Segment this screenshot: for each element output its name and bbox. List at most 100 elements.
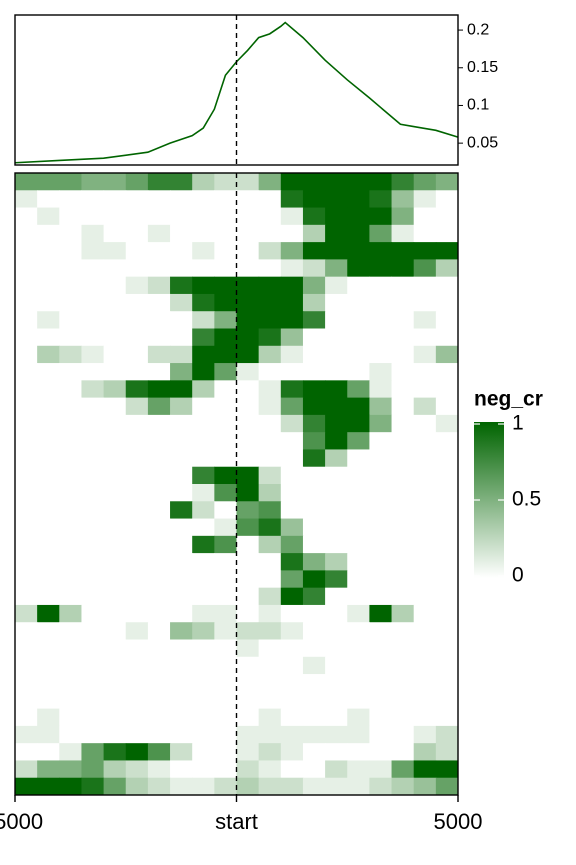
heat-cell [369, 276, 393, 295]
heat-cell [214, 622, 237, 640]
heat-cell [103, 484, 127, 502]
heat-cell [347, 622, 370, 640]
heat-cell [236, 484, 260, 502]
heat-cell [302, 535, 326, 554]
heat-cell [59, 328, 82, 347]
heat-cell [325, 535, 348, 554]
heat-cell [302, 380, 326, 399]
heat-cell [347, 518, 370, 537]
heat-cell [435, 656, 459, 675]
heat-cell [15, 639, 38, 658]
heat-cell [302, 484, 326, 502]
heat-cell [125, 207, 149, 226]
heat-cell [391, 380, 415, 399]
heat-cell [15, 207, 38, 226]
heat-cell [347, 190, 370, 209]
heat-cell [325, 224, 348, 243]
heat-cell [280, 363, 304, 381]
heat-cell [280, 587, 304, 606]
heat-cell [170, 345, 193, 364]
heat-cell [302, 553, 326, 571]
heat-cell [413, 501, 437, 520]
heat-cell [103, 466, 127, 485]
heat-cell [325, 501, 348, 520]
heat-cell [15, 293, 38, 312]
heat-cell [302, 207, 326, 226]
heat-cell [170, 380, 193, 399]
heat-cell [435, 345, 459, 364]
heat-cell [236, 328, 260, 347]
heat-cell [413, 743, 437, 761]
heat-cell [236, 397, 260, 416]
heat-cell [81, 535, 105, 554]
heat-cell [258, 259, 282, 278]
heat-cell [147, 224, 171, 243]
heat-cell [37, 432, 60, 450]
heat-cell [37, 518, 60, 537]
heat-cell [125, 535, 149, 554]
heat-cell [214, 345, 237, 364]
heat-cell [125, 293, 149, 312]
heat-cell [147, 173, 171, 191]
heat-cell [81, 293, 105, 312]
heat-cell [391, 501, 415, 520]
heat-cell [435, 760, 459, 779]
heat-cell [125, 345, 149, 364]
heat-cell [170, 777, 193, 796]
heat-cell [15, 173, 38, 191]
heat-cell [347, 570, 370, 589]
heat-cell [413, 587, 437, 606]
heat-cell [413, 674, 437, 692]
heat-cell [125, 570, 149, 589]
heat-cell [435, 622, 459, 640]
heat-cell [347, 242, 370, 260]
heat-cell [147, 414, 171, 433]
heat-cell [236, 656, 260, 675]
heat-cell [170, 725, 193, 744]
heat-cell [236, 293, 260, 312]
heat-cell [37, 777, 60, 796]
heat-cell [147, 691, 171, 710]
heat-cell [236, 725, 260, 744]
heat-cell [391, 345, 415, 364]
heat-cell [170, 484, 193, 502]
heat-cell [391, 466, 415, 485]
heat-cell [302, 173, 326, 191]
heat-cell [435, 259, 459, 278]
heat-cell [81, 604, 105, 623]
heat-cell [37, 639, 60, 658]
heat-cell [103, 501, 127, 520]
heat-cell [125, 553, 149, 571]
heat-cell [413, 242, 437, 260]
heat-cell [81, 345, 105, 364]
heat-cell [192, 363, 215, 381]
heat-cell [325, 777, 348, 796]
heat-cell [103, 328, 127, 347]
heat-cell [103, 604, 127, 623]
heat-cell [391, 553, 415, 571]
heat-cell [280, 293, 304, 312]
heat-cell [125, 397, 149, 416]
heat-cell [391, 397, 415, 416]
heat-cell [81, 432, 105, 450]
heat-cell [325, 363, 348, 381]
heat-cell [347, 397, 370, 416]
heat-cell [147, 639, 171, 658]
heat-cell [302, 397, 326, 416]
heat-cell [125, 656, 149, 675]
heat-cell [37, 224, 60, 243]
heat-cell [59, 414, 82, 433]
heat-cell [369, 363, 393, 381]
heat-cell [125, 501, 149, 520]
heat-cell [236, 190, 260, 209]
heat-cell [435, 190, 459, 209]
heat-cell [192, 656, 215, 675]
heat-cell [347, 708, 370, 727]
heat-cell [125, 311, 149, 329]
heat-cell [125, 173, 149, 191]
heat-cell [347, 691, 370, 710]
heat-cell [192, 777, 215, 796]
heat-cell [214, 604, 237, 623]
heat-cell [147, 345, 171, 364]
heat-cell [280, 708, 304, 727]
